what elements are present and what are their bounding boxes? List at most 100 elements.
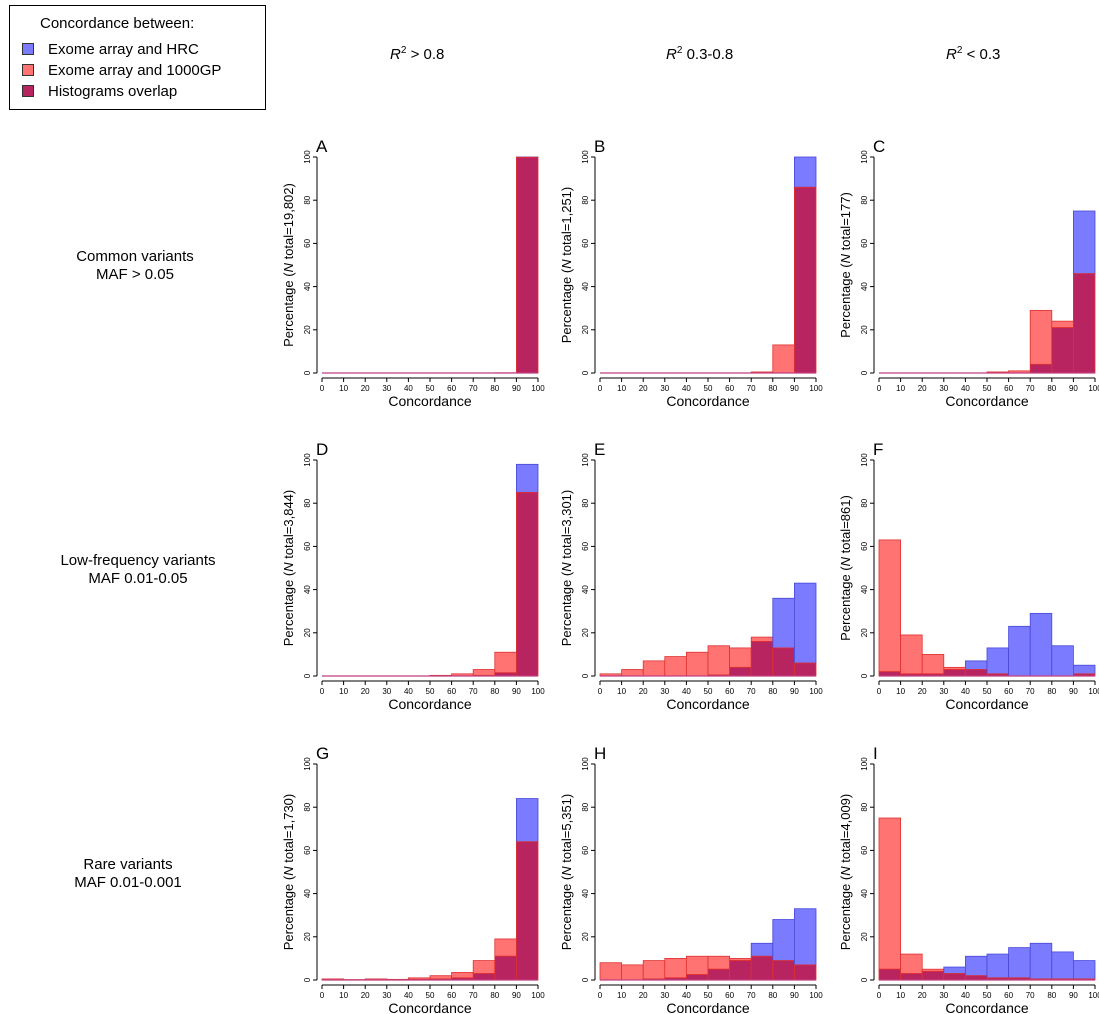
y-tick-label: 40 xyxy=(860,282,869,291)
y-axis-label: Percentage (N total=1,251) xyxy=(559,187,574,343)
bar-1000gp xyxy=(621,964,644,981)
y-tick-label: 0 xyxy=(581,370,590,375)
y-tick-label: 0 xyxy=(581,977,590,982)
y-tick-label: 100 xyxy=(581,150,590,164)
x-tick-label: 100 xyxy=(1088,991,1099,1000)
x-tick-label: 20 xyxy=(361,687,370,696)
y-tick-label: 80 xyxy=(581,498,590,507)
y-tick-label: 80 xyxy=(303,802,312,811)
x-tick-label: 90 xyxy=(512,384,521,393)
x-tick-label: 20 xyxy=(639,687,648,696)
x-tick-label: 10 xyxy=(339,687,348,696)
bar-overlap xyxy=(750,641,774,677)
y-tick-label: 100 xyxy=(860,150,869,164)
y-tick-label: 20 xyxy=(860,932,869,941)
bar-1000gp xyxy=(429,975,453,980)
x-tick-label: 70 xyxy=(1026,991,1035,1000)
panel-letter-E: E xyxy=(594,440,605,459)
y-tick-label: 80 xyxy=(303,498,312,507)
row-label-rare: Rare variants MAF 0.01-0.001 xyxy=(74,856,182,891)
y-tick-label: 20 xyxy=(303,628,312,637)
bar-1000gp xyxy=(664,958,687,979)
bar-1000gp xyxy=(472,960,496,974)
x-tick-label: 10 xyxy=(339,991,348,1000)
column-header-mid-r2: R2 0.3-0.8 xyxy=(666,45,734,63)
x-tick-label: 50 xyxy=(426,991,435,1000)
bar-1000gp xyxy=(642,960,666,980)
x-tick-label: 30 xyxy=(939,384,948,393)
x-tick-label: 70 xyxy=(469,687,478,696)
bar-hrc xyxy=(943,966,966,974)
bar-1000gp xyxy=(621,669,644,677)
bar-1000gp xyxy=(686,651,709,677)
x-tick-label: 10 xyxy=(617,687,626,696)
x-tick-label: 80 xyxy=(490,384,499,393)
bar-overlap xyxy=(516,841,539,981)
x-tick-label: 40 xyxy=(404,687,413,696)
x-tick-label: 70 xyxy=(747,991,756,1000)
bar-hrc xyxy=(772,597,795,649)
bar-overlap xyxy=(921,970,945,981)
x-tick-label: 80 xyxy=(490,687,499,696)
y-tick-label: 40 xyxy=(581,585,590,594)
x-tick-label: 40 xyxy=(961,687,970,696)
x-tick-label: 0 xyxy=(320,687,325,696)
y-tick-label: 20 xyxy=(860,628,869,637)
y-tick-label: 80 xyxy=(581,802,590,811)
x-tick-label: 40 xyxy=(682,687,691,696)
bar-hrc xyxy=(750,942,774,957)
x-tick-label: 10 xyxy=(339,384,348,393)
bar-1000gp xyxy=(878,539,902,673)
y-tick-label: 0 xyxy=(860,673,869,678)
y-axis-label: Percentage (N total=3,844) xyxy=(281,490,296,646)
x-tick-label: 90 xyxy=(1069,991,1078,1000)
x-tick-label: 0 xyxy=(877,384,882,393)
bar-hrc xyxy=(965,660,988,670)
y-axis-label: Percentage (N total=4,009) xyxy=(838,794,853,950)
x-tick-label: 90 xyxy=(790,991,799,1000)
legend: Concordance between: Exome array and HRC… xyxy=(9,5,266,110)
y-tick-label: 20 xyxy=(581,325,590,334)
x-tick-label: 0 xyxy=(877,687,882,696)
y-tick-label: 60 xyxy=(581,845,590,854)
x-tick-label: 90 xyxy=(512,687,521,696)
panel-F: F 0 10 20 30 40 50 60 70 80 90 100 Concordance 0 20 40 6… xyxy=(838,440,1099,712)
y-tick-label: 100 xyxy=(303,453,312,467)
bar-hrc xyxy=(1073,210,1096,275)
x-tick-label: 90 xyxy=(790,384,799,393)
x-axis-label: Concordance xyxy=(388,696,471,712)
x-tick-label: 50 xyxy=(704,384,713,393)
x-tick-label: 90 xyxy=(512,991,521,1000)
x-tick-label: 50 xyxy=(983,687,992,696)
bar-1000gp xyxy=(900,953,923,974)
legend-swatch-hrc xyxy=(22,43,34,55)
bar-1000gp xyxy=(750,636,774,642)
panel-letter-D: D xyxy=(316,440,328,459)
x-axis-label: Concordance xyxy=(945,696,1028,712)
bar-hrc xyxy=(794,908,817,966)
bar-1000gp xyxy=(1029,309,1053,365)
y-tick-label: 100 xyxy=(860,453,869,467)
y-tick-label: 60 xyxy=(860,238,869,247)
x-tick-label: 80 xyxy=(768,687,777,696)
y-tick-label: 80 xyxy=(860,802,869,811)
bar-1000gp xyxy=(772,344,795,374)
bar-overlap xyxy=(729,960,752,981)
legend-label-hrc: Exome array and HRC xyxy=(48,40,199,58)
x-tick-label: 30 xyxy=(660,687,669,696)
y-tick-label: 40 xyxy=(860,889,869,898)
row-label-common: Common variants MAF > 0.05 xyxy=(76,248,194,283)
x-tick-label: 50 xyxy=(983,384,992,393)
bar-hrc xyxy=(1051,951,1074,980)
y-tick-label: 40 xyxy=(303,889,312,898)
x-tick-label: 90 xyxy=(1069,687,1078,696)
bar-overlap xyxy=(878,671,902,677)
y-axis-label: Percentage (N total=5,351) xyxy=(559,794,574,950)
y-tick-label: 100 xyxy=(581,453,590,467)
x-tick-label: 100 xyxy=(531,991,545,1000)
legend-label-overlap: Histograms overlap xyxy=(48,82,178,100)
bar-overlap xyxy=(494,955,517,981)
bar-hrc xyxy=(794,156,817,188)
y-axis-label: Percentage (N total=1,730) xyxy=(281,794,296,950)
bar-1000gp xyxy=(729,647,752,668)
